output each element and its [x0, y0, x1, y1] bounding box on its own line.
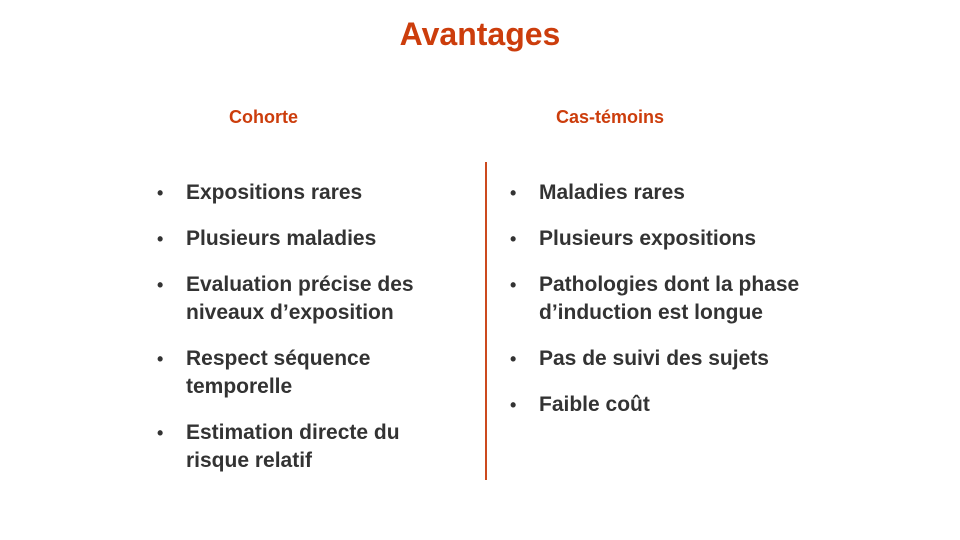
bullet-icon: •: [157, 423, 164, 443]
list-item-text: Estimation directe du risque relatif: [186, 421, 400, 472]
bullet-icon: •: [510, 183, 517, 203]
list-item: • Respect séquence temporelle: [157, 345, 467, 401]
bullet-icon: •: [157, 275, 164, 295]
bullet-icon: •: [510, 349, 517, 369]
bullet-icon: •: [510, 395, 517, 415]
list-item-text: Evaluation précise des niveaux d’exposit…: [186, 273, 414, 324]
cohorte-advantages-list: • Expositions rares • Plusieurs maladies…: [157, 179, 467, 493]
list-item-text: Faible coût: [539, 393, 650, 416]
list-item: • Pathologies dont la phase d’induction …: [510, 271, 820, 327]
list-item: • Faible coût: [510, 391, 820, 419]
list-item: • Pas de suivi des sujets: [510, 345, 820, 373]
column-header-cas-temoins: Cas-témoins: [556, 107, 665, 127]
list-item: • Evaluation précise des niveaux d’expos…: [157, 271, 467, 327]
column-header-cohorte: Cohorte: [229, 107, 298, 127]
list-item: • Maladies rares: [510, 179, 820, 207]
list-item-text: Plusieurs maladies: [186, 227, 377, 250]
bullet-icon: •: [157, 349, 164, 369]
list-item-text: Expositions rares: [186, 181, 363, 204]
list-item: • Estimation directe du risque relatif: [157, 419, 467, 475]
bullet-icon: •: [510, 229, 517, 249]
list-item-text: Plusieurs expositions: [539, 227, 757, 250]
list-item: • Expositions rares: [157, 179, 467, 207]
slide-title: Avantages: [399, 16, 561, 52]
list-item: • Plusieurs expositions: [510, 225, 820, 253]
bullet-icon: •: [157, 229, 164, 249]
list-item: • Plusieurs maladies: [157, 225, 467, 253]
bullet-icon: •: [510, 275, 517, 295]
list-item-text: Respect séquence temporelle: [186, 347, 371, 398]
bullet-icon: •: [157, 183, 164, 203]
list-item-text: Pas de suivi des sujets: [539, 347, 769, 370]
cas-temoins-advantages-list: • Maladies rares • Plusieurs expositions…: [510, 179, 820, 437]
column-divider: [485, 162, 487, 480]
list-item-text: Pathologies dont la phase d’induction es…: [539, 273, 800, 324]
list-item-text: Maladies rares: [539, 181, 685, 204]
